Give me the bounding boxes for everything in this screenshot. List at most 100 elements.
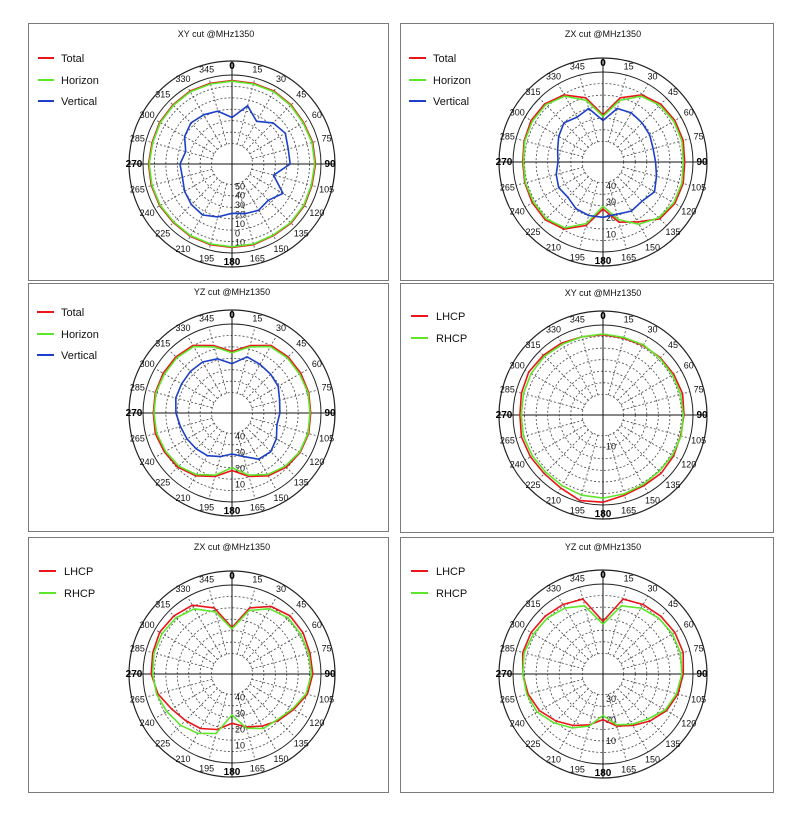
angle-tick-label: 180 [224,506,241,517]
radial-tick-label: 30 [606,694,616,704]
angle-tick-label: 195 [199,254,214,264]
angle-tick-label: 90 [324,669,336,680]
grid-spoke [622,166,691,186]
grid-spoke [617,98,667,148]
grid-spoke [579,181,599,250]
series-trace-total [521,94,686,230]
angle-tick-label: 330 [546,324,561,334]
angle-tick-label: 15 [252,574,262,584]
angle-tick-label: 165 [250,764,265,774]
grid-spoke [524,628,586,664]
chart-legend: Total Horizon Vertical [409,53,471,108]
chart-title: ZX cut @MHz1350 [194,542,270,552]
angle-tick-label: 315 [525,599,540,609]
angle-tick-label: 180 [224,257,241,268]
series-trace-rhcp [521,605,683,729]
grid-spoke [617,429,667,479]
grid-spoke [251,417,319,437]
grid-spoke [557,432,593,494]
grid-spoke [579,586,599,655]
angle-tick-label: 195 [199,503,214,513]
angle-tick-label: 315 [155,600,170,610]
grid-spoke [557,179,593,241]
angle-tick-label: 135 [665,227,680,237]
grid-spoke [154,683,215,719]
angle-tick-label: 75 [322,383,332,393]
angle-tick-label: 120 [309,208,324,218]
grid-spoke [208,432,228,500]
radial-tick-label: 20 [606,715,616,725]
angle-tick-label: 285 [130,644,145,654]
grid-spoke [236,326,256,394]
grid-spoke [251,650,319,670]
angle-tick-label: 330 [546,583,561,593]
angle-tick-label: 15 [624,61,634,71]
grid-spoke [620,172,682,208]
series-trace-vertical [175,356,281,460]
grid-spoke [617,688,667,738]
grid-spoke [241,691,277,752]
grid-spoke [620,684,682,720]
angle-tick-label: 75 [694,131,704,141]
angle-tick-label: 180 [595,256,612,267]
grid-spoke [246,100,296,150]
angle-tick-label: 165 [621,506,636,516]
grid-spoke [246,688,296,738]
series-trace-horizon [153,345,311,476]
angle-tick-label: 270 [496,410,513,421]
angle-tick-label: 315 [525,87,540,97]
legend-label-horizon: Horizon [433,75,471,87]
angle-tick-label: 105 [319,433,334,443]
grid-spoke [613,83,649,145]
angle-tick-label: 30 [647,71,657,81]
grid-spoke [622,138,691,158]
angle-tick-label: 225 [525,739,540,749]
grid-spoke [607,327,627,396]
grid-spoke [617,351,667,401]
angle-tick-label: 90 [696,157,708,168]
legend-label-total: Total [61,307,84,319]
grid-spoke [622,650,691,670]
angle-tick-label: 225 [155,228,170,238]
angle-tick-label: 105 [319,694,334,704]
angle-tick-label: 150 [273,244,288,254]
polar-chart-4: XY cut @MHz1350 LHCP RHCP 0 15 30 45 60 75 90 1… [411,288,708,520]
angle-tick-label: 330 [546,71,561,81]
chart-title: YZ cut @MHz1350 [194,287,270,297]
angle-tick-label: 300 [510,108,525,118]
radial-tick-label: 30 [235,709,245,719]
angle-tick-label: 75 [694,643,704,653]
radial-tick-label: 20 [235,464,245,474]
angle-tick-label: 135 [294,738,309,748]
grid-spoke [539,688,589,738]
angle-tick-label: 210 [546,496,561,506]
radial-tick-label: 30 [235,200,245,210]
angle-tick-label: 265 [130,184,145,194]
angle-tick-label: 270 [126,669,143,680]
chart-panel-zx-cut: ZX cut @MHz1350 Total Horizon Vertical 0… [400,23,774,281]
angle-tick-label: 285 [500,384,515,394]
angle-tick-label: 195 [570,765,585,775]
grid-spoke [145,650,213,670]
chart-legend: Total Horizon Vertical [38,53,99,108]
radial-tick-label: 10 [235,219,245,229]
grid-spoke [145,389,213,409]
chart-panel-xy-cut: XY cut @MHz1350 Total Horizon Vertical 0… [28,23,389,281]
angle-tick-label: 210 [546,243,561,253]
grid-spoke [524,172,586,208]
grid-spoke [622,391,691,411]
angle-tick-label: 345 [199,574,214,584]
grid-spoke [613,336,649,398]
grid-spoke [613,691,649,753]
grid-spoke [208,77,228,145]
chart-legend: LHCP RHCP [39,566,95,600]
radial-tick-label: 10 [606,441,616,451]
grid-spoke [557,83,593,145]
angle-tick-label: 330 [175,584,190,594]
angle-tick-label: 285 [130,134,145,144]
angle-tick-label: 45 [296,90,306,100]
